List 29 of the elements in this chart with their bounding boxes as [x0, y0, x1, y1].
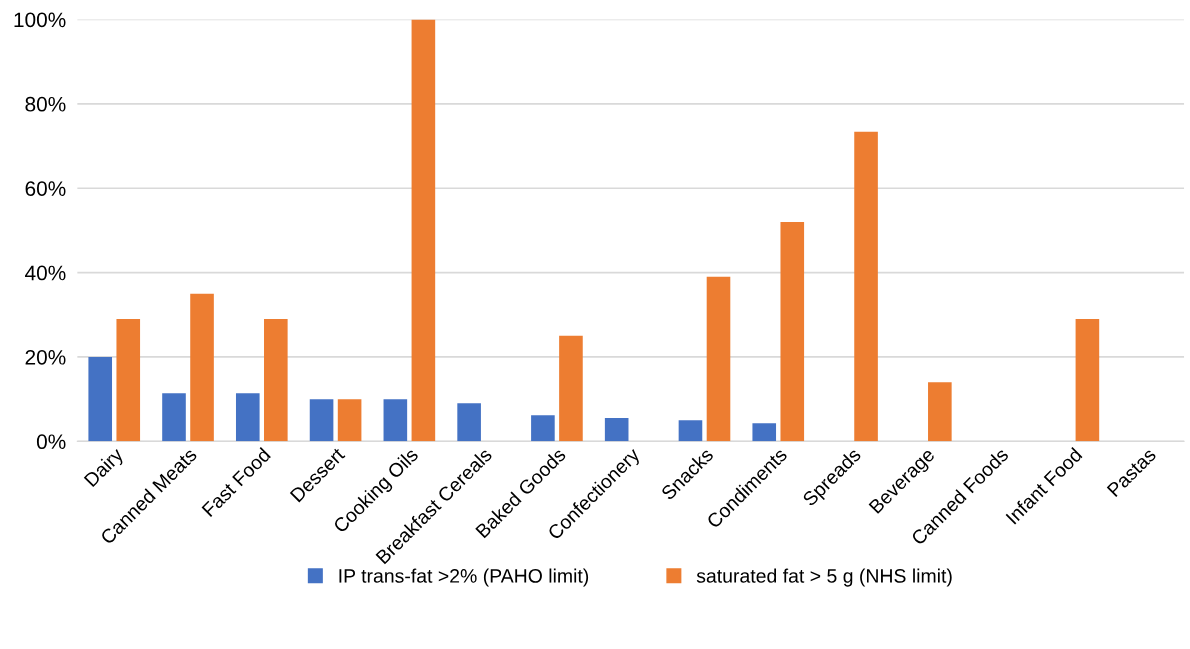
bar	[457, 403, 481, 442]
bar	[752, 423, 777, 442]
legend-label: saturated fat > 5 g (NHS limit)	[696, 568, 952, 587]
y-tick-label: 20%	[25, 349, 66, 365]
bar	[706, 276, 731, 442]
y-tick-label: 0%	[36, 434, 66, 450]
legend-label: IP trans-fat >2% (PAHO limit)	[339, 568, 589, 587]
y-tick-label: 40%	[25, 265, 66, 281]
bar	[1075, 318, 1100, 442]
bar	[854, 131, 878, 442]
bar	[780, 221, 805, 442]
bar	[116, 318, 141, 442]
bar	[531, 415, 555, 442]
bar	[928, 382, 952, 442]
bar	[604, 418, 629, 442]
bar	[162, 393, 186, 442]
y-tick-label: 60%	[25, 181, 66, 196]
bar	[264, 318, 288, 442]
bar	[309, 399, 334, 442]
bar	[235, 393, 260, 442]
bar	[678, 420, 703, 442]
y-tick-label: 80%	[25, 96, 66, 112]
bar	[559, 335, 583, 442]
bar	[411, 19, 436, 442]
bar	[383, 399, 408, 442]
bar	[190, 293, 214, 442]
y-tick-label: 100%	[14, 12, 66, 28]
bar	[337, 399, 362, 442]
bar	[88, 356, 113, 442]
